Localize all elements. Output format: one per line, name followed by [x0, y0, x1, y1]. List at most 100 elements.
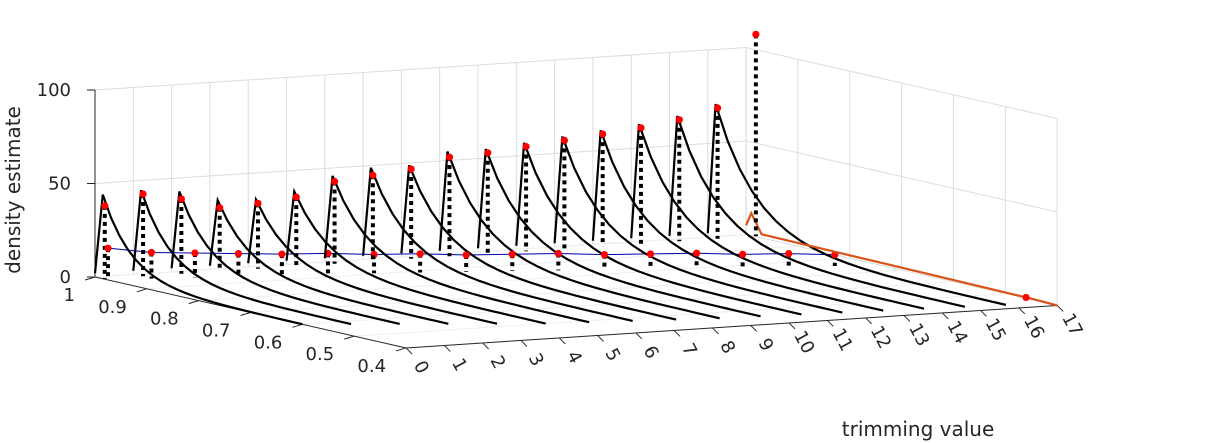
peak-marker: [330, 177, 339, 186]
low-marker: [147, 248, 156, 257]
x-tick-label: 17: [1057, 310, 1086, 340]
low-marker: [785, 250, 793, 258]
low-marker: [739, 250, 747, 258]
x-tick-label: 5: [600, 345, 624, 365]
density-curve: [591, 129, 884, 312]
density-curve: [285, 187, 546, 325]
low-marker: [508, 250, 516, 258]
y-tick-label: 0.8: [150, 309, 179, 330]
y-tick-label: 0.9: [98, 297, 127, 318]
peak-marker: [599, 130, 607, 138]
x-tick-label: 15: [981, 315, 1010, 345]
x-tick: [673, 330, 681, 337]
peak-marker: [407, 165, 415, 173]
density-curve: [170, 191, 400, 326]
x-tick: [405, 347, 413, 355]
peak-marker: [637, 124, 645, 132]
z-tick-label: 0: [60, 267, 71, 288]
x-tick: [1018, 307, 1026, 315]
low-marker: [104, 244, 112, 252]
x-tick: [712, 327, 719, 335]
x-tick-label: 16: [1019, 312, 1048, 342]
x-tick: [826, 320, 834, 327]
x-tick-label: 7: [677, 340, 701, 360]
x-tick: [865, 317, 872, 325]
x-tick: [520, 340, 528, 347]
x-tick-label: 2: [486, 352, 510, 372]
density-curve: [745, 210, 1058, 307]
peak-marker: [216, 204, 224, 212]
peak-marker: [177, 195, 185, 203]
z-tick-label: 100: [37, 80, 71, 101]
z-tick-label: 50: [48, 174, 71, 195]
y-tick: [395, 347, 407, 352]
peak-marker: [522, 142, 530, 151]
x-tick-label: 14: [942, 317, 971, 347]
y-tick: [240, 311, 251, 316]
y-tick-label: 0.4: [357, 356, 386, 377]
low-marker: [692, 249, 701, 257]
grid-layer: [94, 47, 1058, 349]
density-curve: [400, 164, 677, 321]
low-marker: [600, 251, 609, 259]
z-axis-title: density estimate: [1, 106, 25, 274]
low-marker: [646, 250, 655, 258]
low-marker: [554, 249, 562, 258]
low-marker: [191, 249, 199, 257]
y-tick: [136, 288, 147, 293]
x-tick-label: 12: [866, 322, 895, 352]
x-tick-label: 1: [447, 355, 471, 375]
y-tick-label: 0.6: [254, 332, 283, 353]
x-axis-title: trimming value: [842, 417, 995, 441]
axes-layer: [84, 89, 1064, 355]
y-tick-label: 1: [64, 285, 75, 306]
density-curve: [706, 103, 1007, 306]
x-tick: [980, 310, 987, 317]
density-curve: [93, 194, 303, 326]
peak-marker: [254, 199, 262, 207]
x-tick-label: 11: [828, 325, 857, 355]
y-tick-label: 0.7: [202, 320, 231, 341]
x-tick-label: 10: [789, 327, 818, 357]
density-curve: [515, 142, 802, 316]
peak-marker: [484, 149, 492, 157]
density-curve: [438, 151, 720, 320]
density-curve: [362, 167, 633, 322]
low-marker: [416, 250, 424, 258]
low-marker: [234, 249, 243, 258]
peak-marker: [139, 190, 147, 198]
tail-marker: [1022, 293, 1030, 302]
y-tick-label: 0.5: [306, 344, 335, 365]
peak-marker: [445, 153, 454, 161]
x-tick-label: 4: [562, 347, 586, 367]
x-tick: [941, 312, 949, 320]
density-curve: [208, 196, 449, 325]
density-curve: [132, 189, 352, 326]
x-tick-label: 13: [904, 320, 933, 350]
x-tick-label: 8: [715, 337, 739, 357]
peak-marker: [369, 171, 377, 179]
x-tick-label: 6: [639, 342, 663, 362]
x-tick: [635, 332, 643, 340]
density-curve: [323, 175, 590, 324]
x-tick-label: 3: [524, 350, 548, 370]
y-tick: [344, 335, 355, 340]
low-marker: [462, 251, 470, 259]
peak-marker: [101, 202, 109, 210]
x-tick: [750, 325, 758, 332]
x-tick: [443, 345, 451, 352]
x-tick: [558, 337, 566, 345]
x-tick-label: 0: [409, 357, 433, 377]
low-marker: [278, 250, 286, 258]
x-tick: [482, 342, 489, 350]
density-curve: [553, 136, 843, 314]
x-tick-label: 9: [754, 335, 778, 355]
density-curve: [476, 148, 761, 318]
peak-marker: [675, 116, 683, 124]
y-tick: [188, 300, 199, 305]
peak-marker: [752, 30, 760, 38]
x-tick: [597, 335, 604, 342]
x-tick: [1056, 305, 1064, 312]
peak-marker: [713, 104, 722, 112]
